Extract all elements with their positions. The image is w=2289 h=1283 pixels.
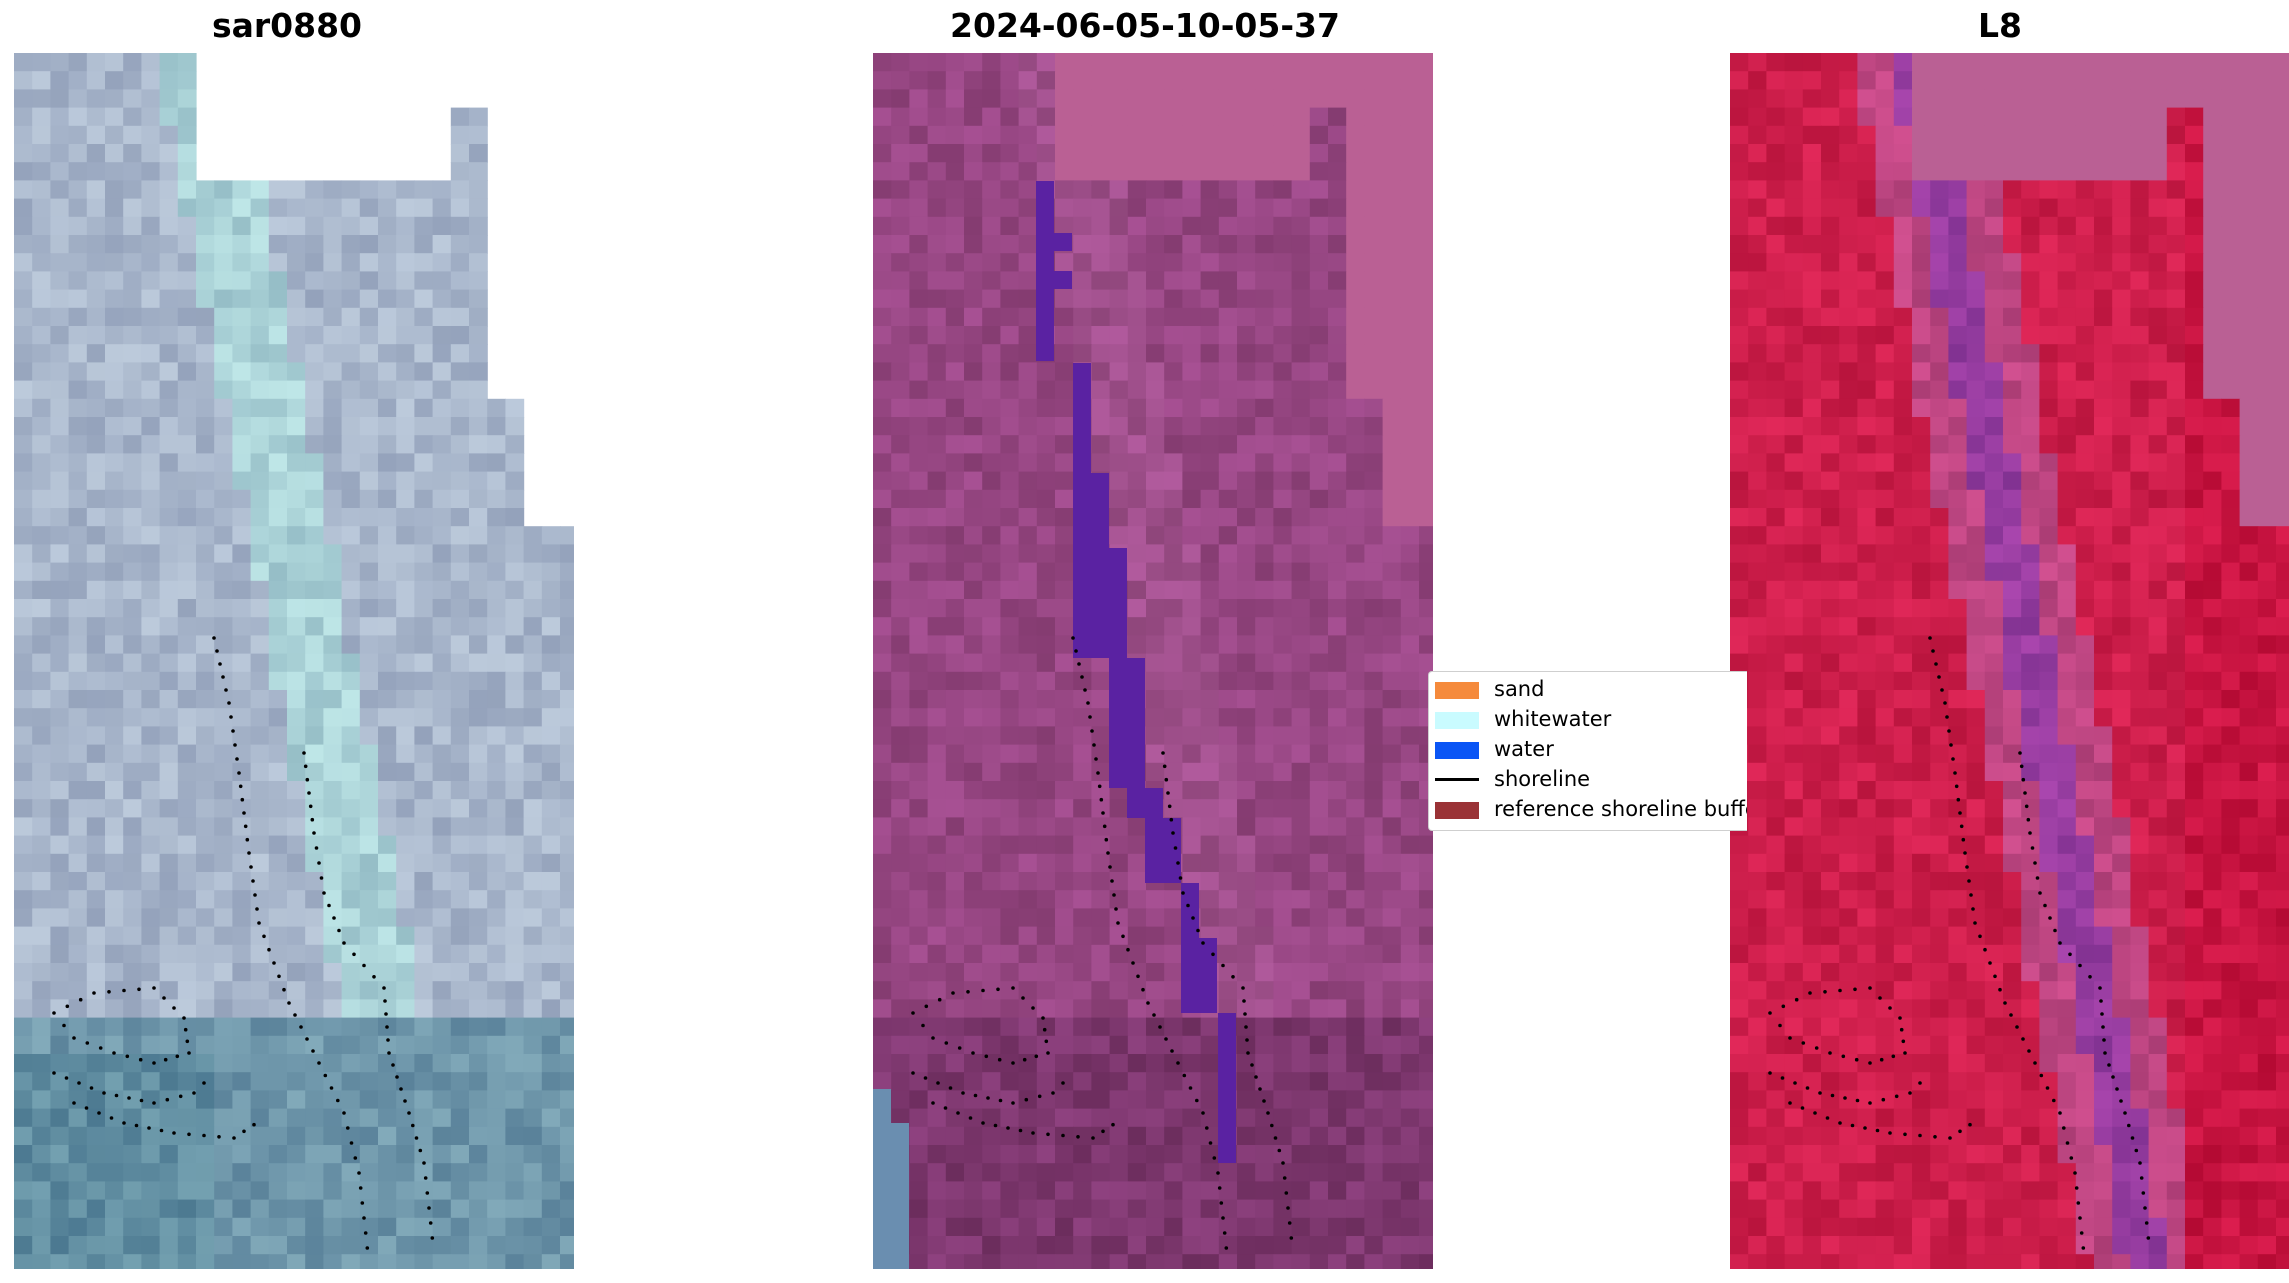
legend-label: shoreline (1494, 767, 1591, 791)
water-swatch (1435, 742, 1479, 759)
whitewater-swatch (1435, 712, 1479, 729)
legend: sand whitewater water shoreline referenc… (1428, 671, 1747, 831)
panel-title-sar0880: sar0880 (211, 6, 363, 45)
panel-title-l8: L8 (1978, 6, 2022, 45)
index-image-panel (1730, 53, 2289, 1269)
legend-label: whitewater (1494, 707, 1612, 731)
reference-buffer-swatch (1435, 802, 1479, 819)
legend-label: sand (1494, 677, 1545, 701)
classified-image-panel (873, 53, 1433, 1269)
legend-label: reference shoreline buffer (1494, 797, 1747, 821)
rgb-image-panel (14, 53, 574, 1269)
legend-label: water (1494, 737, 1554, 761)
panel-title-date: 2024-06-05-10-05-37 (950, 6, 1340, 45)
sand-swatch (1435, 682, 1479, 699)
shoreline-line-swatch (1435, 778, 1479, 781)
